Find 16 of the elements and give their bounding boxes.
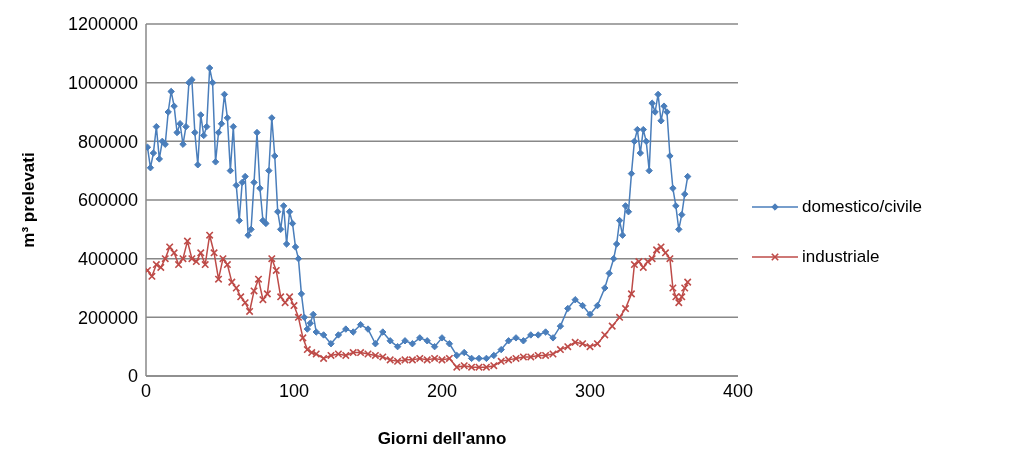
x-tick-label: 200 xyxy=(426,380,458,401)
y-tick-label: 1200000 xyxy=(67,14,138,35)
x-tick-label: 300 xyxy=(574,380,606,401)
y-tick-label: 400000 xyxy=(77,249,138,270)
legend-label: domestico/civile xyxy=(802,197,922,217)
x-tick-label: 100 xyxy=(278,380,310,401)
y-axis-title: m³ prelevati xyxy=(19,152,39,248)
legend-label: industriale xyxy=(802,247,880,267)
y-tick-label: 0 xyxy=(127,366,138,387)
y-tick-label: 1000000 xyxy=(67,73,138,94)
x-tick-label: 0 xyxy=(140,380,152,401)
x-tick-label: 400 xyxy=(722,380,754,401)
y-tick-label: 200000 xyxy=(77,307,138,328)
x-axis-title: Giorni dell'anno xyxy=(377,429,507,448)
y-tick-label: 800000 xyxy=(77,131,138,152)
y-tick-label: 600000 xyxy=(77,190,138,211)
